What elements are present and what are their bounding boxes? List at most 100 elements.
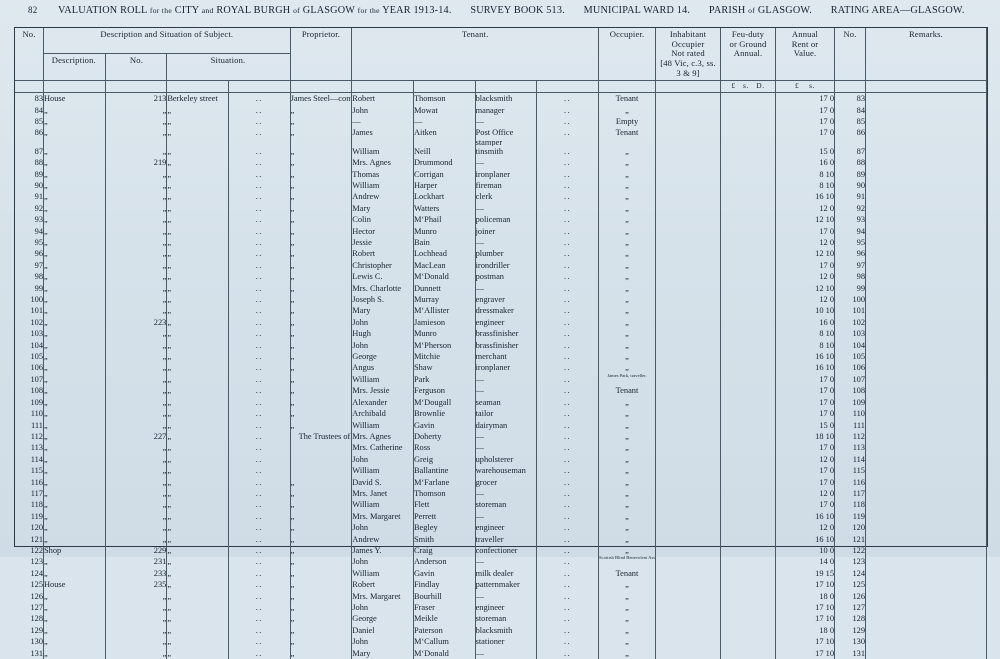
cell-proprietor: „ <box>290 408 353 420</box>
cell-tenant-occupation: engraver <box>475 294 538 306</box>
cell-feu-duty <box>720 145 776 158</box>
table-row: 125 House 235 „.. „ Robert Findlay patternmaker… <box>15 579 987 591</box>
cell-tenant-surname: Ferguson <box>413 385 476 397</box>
cell-no: 83 <box>15 92 44 105</box>
cell-tenant-forename: Robert <box>351 92 414 105</box>
cell-feu-duty <box>720 328 776 340</box>
cell-no-right: 96 <box>834 248 866 260</box>
table-row: 130 „ „ „.. „ John M‘Callum stationer.. „ 17 10 13… <box>15 636 987 648</box>
cell-tenant-surname: Corrigan <box>413 168 476 180</box>
table-row: 122 Shop 229 „.. „ James Y. Craig confectioner.… <box>15 544 987 557</box>
cell-tenant-surname: Meikle <box>413 613 476 625</box>
cell-annual-rent: 12 0 <box>775 522 835 534</box>
title-glasgow: GLASGOW <box>302 5 355 16</box>
cell-tenant-forename: Joseph S. <box>351 294 414 306</box>
table-row: 101 „ „ „.. „ Mary M‘Allister dressmaker.. „ 10 1… <box>15 305 987 317</box>
cell-no-right: 116 <box>834 476 866 488</box>
cell-annual-rent: 17 0 <box>775 127 835 139</box>
cell-sub-no: 227 <box>105 430 168 443</box>
cell-proprietor: „ <box>290 624 353 637</box>
cell-occupier: „ <box>598 624 656 637</box>
rent-line-2: Rent or <box>791 38 819 49</box>
cell-description <box>43 138 106 146</box>
cell-tenant-occupation: Post Office <box>475 127 538 139</box>
cell-feu-duty <box>720 316 776 329</box>
cell-description: „ <box>43 624 106 637</box>
cell-feu-duty <box>720 647 776 659</box>
cell-no-right: 111 <box>834 419 866 431</box>
cell-dots-situation: .. <box>228 453 291 466</box>
cell-proprietor: „ <box>290 419 353 431</box>
cell-dots-tenant: .. <box>536 104 599 116</box>
cell-tenant-surname: Shaw <box>413 362 476 374</box>
cell-proprietor: „ <box>290 179 353 192</box>
cell-dots-situation: .. <box>228 579 291 591</box>
money-feu-symbols: £ s. D. <box>720 80 776 94</box>
cell-no: 95 <box>15 237 44 249</box>
cell-inhabitant-occupier <box>655 442 721 454</box>
cell-occupier: „ <box>598 579 656 591</box>
cell-situation: „ <box>166 127 229 139</box>
cell-tenant-forename: William <box>351 419 414 431</box>
cell-dots-situation <box>228 138 291 146</box>
col-occupier: Occupier. <box>598 28 656 82</box>
cell-sub-no: „ <box>105 282 168 295</box>
cell-tenant-occupation: policeman <box>475 214 538 226</box>
cell-annual-rent: 18 10 <box>775 430 835 443</box>
cell-remarks <box>865 442 987 454</box>
cell-description: „ <box>43 127 106 139</box>
cell-description: „ <box>43 556 106 568</box>
cell-situation: „ <box>166 115 229 128</box>
cell-annual-rent: 8 10 <box>775 179 835 192</box>
cell-dots-situation: .. <box>228 636 291 648</box>
cell-tenant-forename: Christopher <box>351 259 414 272</box>
cell-feu-duty <box>720 556 776 568</box>
table-row: 129 „ „ „.. „ Daniel Paterson blacksmith.. „ 18 0… <box>15 624 987 637</box>
table-row: 90 „ „ „.. „ William Harper fireman.. „ 8 10 90 <box>15 179 987 192</box>
money-blank-no2 <box>834 80 866 94</box>
table-row: 123 „ 231 „.. „ John Anderson —.. Scottish Blind… <box>15 556 987 568</box>
cell-dots-situation: .. <box>228 168 291 180</box>
cell-annual-rent: 17 0 <box>775 385 835 397</box>
cell-feu-duty <box>720 157 776 169</box>
cell-sub-no: „ <box>105 636 168 648</box>
table-row: 105 „ „ „.. „ George Mitchie merchant.. „ 16 10 10… <box>15 351 987 363</box>
cell-sub-no: „ <box>105 373 168 386</box>
cell-situation: „ <box>166 305 229 317</box>
table-row: 94 „ „ „.. „ Hector Munro joiner.. „ 17 0 94 <box>15 225 987 237</box>
cell-tenant-surname: Craig <box>413 544 476 557</box>
cell-dots-situation: .. <box>228 602 291 614</box>
table-row: 91 „ „ „.. „ Andrew Lockhart clerk.. „ 16 10 91 <box>15 191 987 203</box>
cell-tenant-occupation: irondriller <box>475 259 538 272</box>
cell-occupier: „ <box>598 225 656 237</box>
cell-dots-tenant: .. <box>536 351 599 363</box>
cell-no-right: 114 <box>834 453 866 466</box>
cell-dots-tenant: .. <box>536 602 599 614</box>
cell-dots-situation: .. <box>228 225 291 237</box>
cell-situation: „ <box>166 168 229 180</box>
cell-proprietor <box>290 453 353 466</box>
cell-sub-no: 229 <box>105 544 168 557</box>
cell-remarks <box>865 92 987 105</box>
table-row: 118 „ „ „.. „ William Flett storeman.. „ 17 0 118 <box>15 499 987 511</box>
cell-no-right: 131 <box>834 647 866 659</box>
cell-annual-rent: 12 10 <box>775 282 835 295</box>
cell-feu-duty <box>720 442 776 454</box>
cell-tenant-forename: John <box>351 636 414 648</box>
cell-occupier: „ <box>598 157 656 169</box>
cell-dots-tenant: .. <box>536 419 599 431</box>
cell-dots-situation: .. <box>228 339 291 352</box>
table-row: 115 „ „ „.. William Ballantine warehouseman.. „… <box>15 465 987 477</box>
cell-sub-no: 231 <box>105 556 168 568</box>
cell-situation: „ <box>166 225 229 237</box>
cell-inhabitant-occupier <box>655 613 721 625</box>
cell-occupier: „ <box>598 465 656 477</box>
cell-sub-no: „ <box>105 624 168 637</box>
money-symbols-row: £ s. D. £ s. <box>15 80 987 94</box>
cell-remarks <box>865 602 987 614</box>
cell-no: 97 <box>15 259 44 272</box>
feu-shilling-symbol: s. <box>742 81 749 91</box>
cell-situation: „ <box>166 465 229 477</box>
cell-inhabitant-occupier <box>655 556 721 568</box>
cell-tenant-forename: William <box>351 373 414 386</box>
